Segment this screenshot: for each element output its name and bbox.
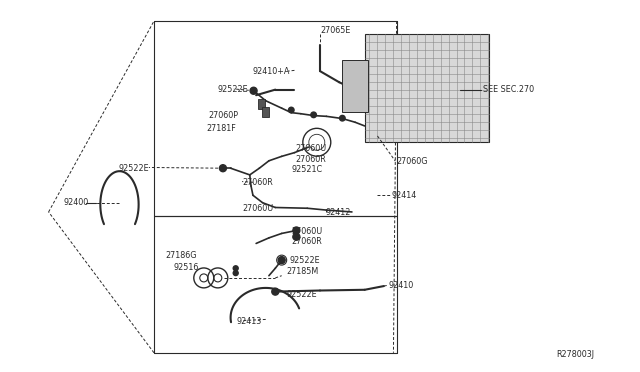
Text: 27060P: 27060P	[208, 111, 238, 120]
Circle shape	[293, 233, 300, 240]
Text: 27060R: 27060R	[296, 155, 326, 164]
Text: R278003J: R278003J	[556, 350, 595, 359]
Text: SEE SEC.270: SEE SEC.270	[483, 85, 534, 94]
Text: 27065E: 27065E	[320, 26, 350, 35]
Text: 92414: 92414	[392, 191, 417, 200]
Circle shape	[311, 112, 316, 118]
Text: 92521C: 92521C	[291, 165, 323, 174]
Bar	[262, 107, 269, 117]
Text: 27060G: 27060G	[397, 157, 428, 166]
Circle shape	[340, 115, 345, 121]
Text: 92522E: 92522E	[289, 256, 320, 264]
Text: 92522E: 92522E	[119, 164, 150, 173]
Text: 27186G: 27186G	[166, 251, 197, 260]
Text: 27060R: 27060R	[242, 178, 273, 187]
Text: 27185M: 27185M	[287, 267, 319, 276]
Circle shape	[272, 288, 279, 295]
Text: 92410+A: 92410+A	[253, 67, 291, 76]
Circle shape	[293, 227, 300, 234]
Text: 27181F: 27181F	[206, 124, 236, 133]
Circle shape	[233, 270, 238, 276]
Circle shape	[278, 257, 285, 264]
Text: 92516: 92516	[173, 263, 198, 272]
Text: 27060R: 27060R	[291, 237, 322, 246]
Text: 92522E: 92522E	[287, 290, 317, 299]
Circle shape	[250, 87, 257, 94]
Text: 27060U: 27060U	[291, 227, 323, 236]
Circle shape	[233, 266, 238, 271]
Text: 27060U: 27060U	[296, 144, 327, 153]
Circle shape	[289, 107, 294, 113]
Text: 92413: 92413	[237, 317, 262, 326]
Text: 92410: 92410	[389, 281, 414, 290]
Text: 27060U: 27060U	[242, 204, 273, 213]
Text: 92522E: 92522E	[218, 85, 248, 94]
Circle shape	[220, 165, 227, 172]
Bar	[365, 34, 489, 141]
Bar	[342, 60, 368, 112]
Bar	[258, 99, 265, 109]
Text: 92400: 92400	[63, 198, 88, 207]
Text: 92412: 92412	[325, 208, 351, 217]
